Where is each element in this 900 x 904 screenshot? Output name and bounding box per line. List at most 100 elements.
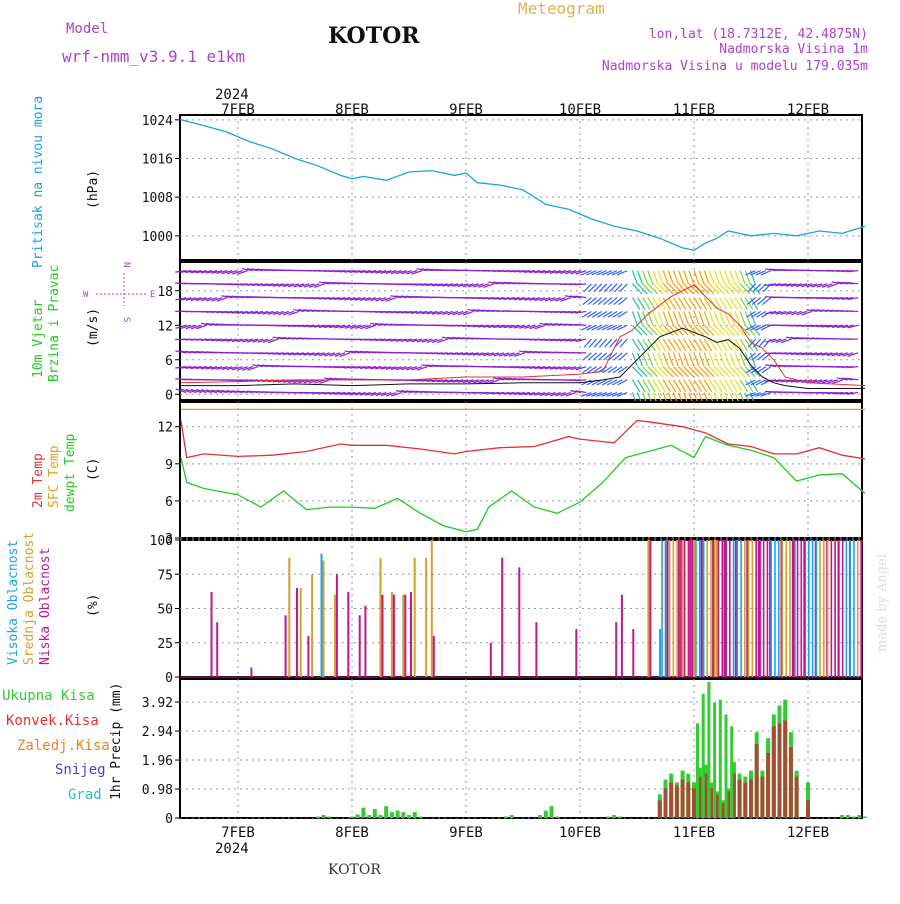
total-rain-bar (618, 817, 622, 818)
total-rain-bar (846, 815, 850, 818)
bottom-year-label: 2024 (215, 841, 249, 857)
total-rain-bar (696, 723, 699, 818)
total-rain-bar (702, 694, 705, 818)
conv-rain-bar (664, 788, 668, 818)
conv-rain-bar (658, 800, 662, 818)
temp-dewpt-title: dewpt Temp (63, 434, 78, 512)
wind-key-n: N (121, 262, 131, 267)
bottom-date-label: 9FEB (449, 825, 483, 841)
panel-frame (180, 115, 862, 260)
total-rain-bar (725, 714, 728, 818)
conv-rain-bar (795, 777, 799, 818)
total-rain-bar (863, 817, 867, 818)
conv-rain-bar (743, 783, 747, 818)
total-rain-bar (379, 815, 383, 818)
conv-rain-bar (760, 777, 764, 818)
wind-unit: (m/s) (86, 308, 101, 347)
temp-sfc-title: SFC Temp (47, 445, 62, 508)
panel-frame (180, 402, 862, 538)
product-label: Meteogram (518, 0, 605, 18)
total-rain-bar (550, 806, 554, 818)
wind-key-e: E (150, 290, 155, 300)
y-tick-label: 12 (157, 421, 173, 436)
temp-2m-title: 2m Temp (31, 453, 46, 508)
bottom-date-axis: 7FEB 8FEB 9FEB 10FEB 11FEB 12FEB (221, 825, 829, 841)
cloud-high-title: Visoka Oblacnost (6, 540, 21, 665)
footer-station: KOTOR (328, 862, 381, 878)
conv-rain-bar (783, 720, 787, 818)
wind-title-line1: 10m Vjetar (31, 300, 46, 378)
total-rain-bar (356, 814, 360, 818)
bottom-date-label: 12FEB (787, 825, 829, 841)
cloud-unit: (%) (86, 594, 101, 617)
conv-rain-bar (681, 780, 685, 818)
legend-snow: Snijeg (55, 762, 106, 778)
y-tick-label: 1016 (142, 153, 173, 168)
model-label: Model (66, 21, 108, 37)
total-rain-bar (544, 811, 548, 818)
bottom-date-label: 8FEB (335, 825, 369, 841)
total-rain-bar (612, 815, 616, 818)
bottom-date-label: 7FEB (221, 825, 255, 841)
legend-total-rain: Ukupna Kisa (2, 688, 95, 704)
total-rain-bar (504, 817, 508, 818)
conv-rain-bar (749, 780, 753, 818)
total-rain-bar (361, 808, 365, 818)
conv-rain-bar (778, 723, 782, 818)
total-rain-bar (857, 815, 861, 818)
conv-rain-bar (789, 747, 793, 818)
y-tick-label: 0 (165, 812, 173, 827)
bottom-date-label: 10FEB (559, 825, 601, 841)
y-tick-label: 12 (157, 319, 173, 334)
y-tick-label: 18 (157, 285, 173, 300)
bottom-date-label: 11FEB (673, 825, 715, 841)
total-rain-bar (713, 703, 716, 818)
total-rain-bar (322, 815, 326, 818)
conv-rain-bar (772, 726, 776, 818)
wind-barb (575, 324, 586, 325)
y-tick-label: 6 (165, 354, 173, 369)
elevation-label: Nadmorska Visina 1m (719, 42, 868, 57)
conv-rain-bar (675, 785, 679, 818)
y-tick-label: 2.94 (142, 725, 173, 740)
lonlat-label: lon,lat (18.7312E, 42.4875N) (649, 27, 868, 42)
total-rain-bar (350, 817, 354, 818)
y-tick-label: 75 (157, 568, 173, 583)
legend-conv-rain: Konvek.Kisa (6, 713, 99, 729)
total-rain-bar (401, 812, 405, 818)
temp-unit: (C) (86, 458, 101, 481)
wind-title-line2: Brzina i Pravac (47, 265, 62, 382)
conv-rain-bar (738, 780, 742, 818)
legend-frz-rain: Zaledj.Kisa (17, 738, 110, 754)
cloud-mid-title: Srednja Oblacnost (22, 532, 37, 665)
conv-rain-bar (806, 800, 810, 818)
y-tick-label: 100 (150, 534, 173, 549)
model-name: wrf-nmm_v3.9.1 e1km (62, 47, 245, 66)
total-rain-bar (719, 700, 722, 818)
credit-watermark: made by Angel (875, 554, 890, 652)
conv-rain-bar (766, 753, 770, 818)
total-rain-bar (384, 806, 388, 818)
y-tick-label: 6 (165, 495, 173, 510)
panel-frame (180, 679, 862, 818)
total-rain-bar (852, 817, 856, 818)
wind-barb (575, 380, 586, 381)
total-rain-bar (367, 815, 371, 818)
model-elevation-label: Nadmorska Visina u modelu 179.035m (602, 59, 868, 74)
total-rain-bar (510, 815, 514, 818)
total-rain-bar (418, 817, 422, 818)
y-tick-label: 0 (165, 671, 173, 686)
total-rain-bar (373, 809, 377, 818)
wind-key-s: S (121, 317, 131, 322)
total-rain-bar (538, 815, 542, 818)
wind-key-w: W (83, 290, 89, 300)
y-tick-label: 9 (165, 458, 173, 473)
total-rain-bar (555, 817, 559, 818)
total-rain-bar (327, 817, 331, 818)
total-rain-bar (390, 812, 394, 818)
cloud-low-title: Niska Oblacnost (38, 548, 53, 665)
y-tick-label: 1000 (142, 230, 173, 245)
